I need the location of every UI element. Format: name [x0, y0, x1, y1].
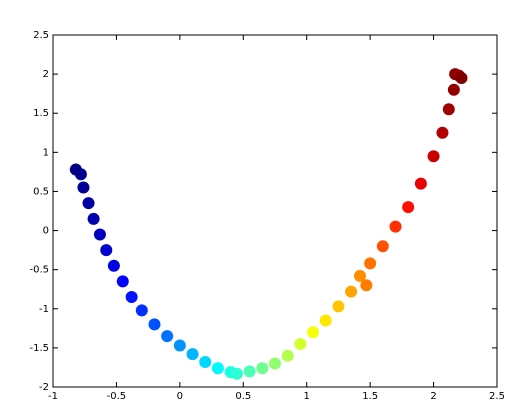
point — [353, 269, 366, 282]
point — [307, 326, 320, 339]
point — [199, 355, 212, 368]
point — [402, 201, 415, 214]
point — [332, 300, 345, 313]
y-tick-label: -1 — [39, 304, 49, 315]
point — [77, 181, 90, 194]
point — [82, 197, 95, 210]
point — [87, 212, 100, 225]
point — [360, 279, 373, 292]
point — [186, 348, 199, 361]
point — [376, 240, 389, 253]
point — [455, 72, 468, 85]
point — [74, 168, 87, 181]
y-tick-label: 2 — [43, 69, 49, 80]
point — [447, 83, 460, 96]
plot-frame — [52, 34, 498, 388]
point — [148, 318, 161, 331]
point — [389, 220, 402, 233]
point — [319, 314, 332, 327]
point — [427, 150, 440, 163]
x-tick-label: 1 — [304, 391, 310, 400]
x-tick-label: -1 — [48, 391, 58, 400]
point — [345, 285, 358, 298]
point — [173, 339, 186, 352]
y-tick-label: 0 — [43, 226, 49, 237]
point — [281, 349, 294, 362]
point — [436, 126, 449, 139]
point — [161, 330, 174, 343]
point — [93, 228, 106, 241]
point — [230, 367, 243, 380]
point — [135, 304, 148, 317]
x-tick-label: 0.5 — [235, 391, 251, 400]
point — [256, 362, 269, 375]
point — [442, 103, 455, 116]
y-tick-label: 2.5 — [33, 30, 49, 41]
point — [269, 357, 281, 370]
point — [243, 365, 256, 378]
point — [211, 362, 224, 375]
x-tick-label: 2 — [430, 391, 436, 400]
y-tick-label: 1 — [43, 147, 49, 158]
y-tick-label: -0.5 — [29, 265, 49, 276]
x-tick-label: 2.5 — [489, 391, 505, 400]
point — [116, 275, 129, 288]
point — [414, 177, 427, 190]
point — [294, 337, 307, 350]
point — [107, 259, 120, 272]
point — [100, 244, 113, 257]
point — [364, 257, 377, 270]
point — [125, 291, 138, 304]
y-tick-label: 0.5 — [33, 186, 49, 197]
y-tick-label: -1.5 — [29, 343, 49, 354]
x-tick-label: 1.5 — [362, 391, 378, 400]
x-tick-label: -0.5 — [107, 391, 127, 400]
y-tick-label: 1.5 — [33, 108, 49, 119]
y-tick-label: -2 — [39, 382, 49, 393]
x-tick-label: 0 — [177, 391, 183, 400]
